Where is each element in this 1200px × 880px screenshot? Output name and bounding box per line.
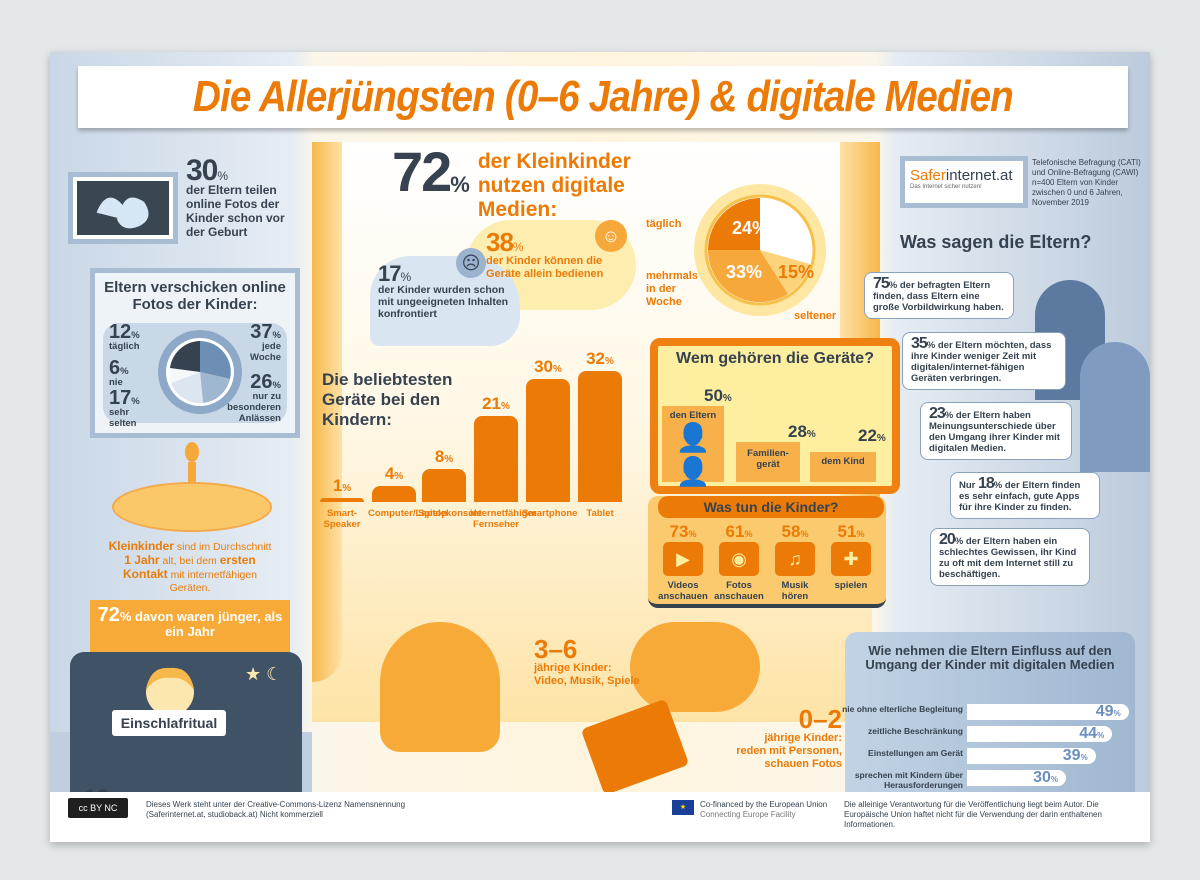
device-bar-label: internetfähiger Fernseher bbox=[470, 508, 537, 530]
device-bar-value: 21% bbox=[482, 393, 510, 413]
device-bar-value: 1% bbox=[332, 475, 352, 495]
activity-icon: ▶ bbox=[663, 542, 703, 576]
happy-face-icon: ☺ bbox=[595, 220, 627, 252]
owner-family-bar: Familien-gerät bbox=[736, 442, 800, 482]
fetus-icon bbox=[96, 197, 149, 229]
usage-weekly-label: mehrmals in der Woche bbox=[646, 270, 698, 308]
influence-row: sprechen mit Kindern über Herausforderun… bbox=[845, 770, 1135, 790]
boy-illustration bbox=[630, 622, 760, 712]
device-bar bbox=[474, 415, 518, 502]
page-title: Die Allerjüngsten (0–6 Jahre) & digitale… bbox=[192, 72, 1014, 121]
photo-sharing-panel: Eltern verschicken online Fotos der Kind… bbox=[90, 268, 300, 438]
first-contact-text: Kleinkinder sind im Durchschnitt 1 Jahr … bbox=[108, 539, 272, 595]
independent-use-stat: 38% der Kinder können die Geräte allein … bbox=[486, 227, 604, 280]
pie-weekly-value: 33% bbox=[726, 262, 762, 282]
device-bar bbox=[422, 469, 466, 502]
age-3-6-text: 3–6 jährige Kinder: Video, Musik, Spiele bbox=[534, 634, 640, 687]
pie-daily-value: 24% bbox=[732, 218, 768, 238]
photo-sharing-pie bbox=[158, 330, 242, 414]
infographic-poster: Die Allerjüngsten (0–6 Jahre) & digitale… bbox=[50, 52, 1150, 842]
device-bar-value: 32% bbox=[586, 348, 614, 368]
birthday-cake bbox=[102, 442, 282, 642]
activity-item: 51% ✚ spielen bbox=[824, 522, 878, 591]
prebirth-stat: 30% der Eltern teilen online Fotos der K… bbox=[186, 154, 285, 240]
activities-title: Was tun die Kinder? bbox=[658, 496, 884, 518]
owner-child-value: 22% bbox=[858, 426, 886, 445]
devices-chart-title: Die beliebtesten Geräte bei den Kindern: bbox=[322, 370, 453, 429]
inappropriate-content-stat: 17% der Kinder wurden schon mit ungeeign… bbox=[378, 261, 509, 321]
survey-method: Telefonische Befragung (CATI) und Online… bbox=[1032, 158, 1141, 207]
device-bar-label: Spielekonsole bbox=[418, 508, 482, 519]
influence-bar: 39% bbox=[967, 748, 1096, 764]
influence-bar: 30% bbox=[967, 770, 1066, 786]
parent-quote-bubble: 35% der Eltern möchten, dass ihre Kinder… bbox=[902, 332, 1066, 390]
photo-sharing-title: Eltern verschicken online Fotos der Kind… bbox=[104, 279, 286, 313]
influence-row: Einstellungen am Gerät 39% bbox=[845, 748, 1135, 766]
influence-bar: 49% bbox=[967, 704, 1129, 720]
owner-family-value: 28% bbox=[788, 422, 816, 441]
candle-icon bbox=[185, 442, 199, 490]
device-bar-label: Smart-Speaker bbox=[323, 508, 361, 530]
usage-daily-label: täglich bbox=[646, 218, 682, 230]
younger-than-one-stat: 72% davon waren jünger, als ein Jahr bbox=[90, 600, 290, 660]
photos-rarely-label: 17% sehr selten bbox=[109, 387, 140, 429]
owner-parents-bar: den Eltern 👤👤 bbox=[662, 406, 724, 487]
parent-quote-bubble: 23% der Eltern haben Meinungsunterschied… bbox=[920, 402, 1072, 460]
bedtime-ritual-sign: Einschlafritual bbox=[112, 710, 226, 736]
influence-row: zeitliche Beschränkung 44% bbox=[845, 726, 1135, 744]
device-bar-label: Smartphone bbox=[522, 508, 578, 519]
device-bar-value: 30% bbox=[534, 357, 562, 376]
device-bar-label: Computer/Laptop bbox=[368, 508, 448, 519]
camera-shape: 12% täglich 6% nie 17% sehr selten 37% jede … bbox=[103, 321, 287, 429]
curtain-left bbox=[312, 142, 342, 682]
parent-quote-bubble: 20% der Eltern haben ein schlechtes Gewi… bbox=[930, 528, 1090, 586]
activity-icon: ✚ bbox=[831, 542, 871, 576]
moon-stars-icon: ★ ☾ bbox=[245, 664, 283, 684]
saferinternet-logo: Saferinternet.at Das Internet sicher nut… bbox=[900, 156, 1028, 208]
activity-item: 58% ♫ Musik hören bbox=[768, 522, 822, 602]
eu-cofinance: Co-financed by the European Union Connect… bbox=[700, 800, 828, 819]
footer: cc BY NC Dieses Werk steht unter der Cre… bbox=[50, 792, 1150, 842]
parent-quote-bubble: 75% der befragten Eltern finden, dass El… bbox=[864, 272, 1014, 319]
cloud-blue bbox=[370, 256, 520, 346]
ownership-panel: Wem gehören die Geräte? 50% den Eltern 👤👤… bbox=[650, 338, 900, 494]
device-bar bbox=[578, 370, 622, 502]
influence-bar: 44% bbox=[967, 726, 1113, 742]
girl-illustration bbox=[380, 622, 500, 752]
usage-rare-label: seltener bbox=[794, 310, 837, 322]
device-bar-label: Tablet bbox=[586, 508, 614, 519]
sad-face-icon: ☹ bbox=[456, 248, 486, 278]
photos-weekly-label: 37% jede Woche bbox=[250, 321, 281, 363]
device-bar-value: 8% bbox=[434, 447, 454, 467]
photos-daily-label: 12% täglich bbox=[109, 321, 140, 352]
license-text: Dieses Werk steht unter der Creative-Com… bbox=[146, 800, 406, 819]
eu-flag-icon: ★ bbox=[672, 800, 694, 815]
age-0-2-text: 0–2 jährige Kinder: reden mit Personen, s… bbox=[736, 704, 842, 770]
ultrasound-frame bbox=[68, 172, 178, 244]
parents-title: Was sagen die Eltern? bbox=[900, 232, 1092, 252]
owner-parents-value: 50% bbox=[704, 386, 732, 405]
activity-icon: ◉ bbox=[719, 542, 759, 576]
headline-stat: 72% der Kleinkinder nutzen digitale Medi… bbox=[392, 140, 631, 222]
device-bar bbox=[526, 379, 570, 502]
owner-child-bar: dem Kind bbox=[810, 452, 876, 482]
influence-row: nie ohne elterliche Begleitung 49% bbox=[842, 704, 1135, 722]
photos-never-label: 6% nie bbox=[109, 357, 129, 388]
activity-icon: ♫ bbox=[775, 542, 815, 576]
parent-quote-bubble: Nur 18% der Eltern finden es sehr einfac… bbox=[950, 472, 1100, 519]
eu-disclaimer: Die alleinige Verantwortung für die Verö… bbox=[844, 800, 1102, 829]
creative-commons-badge: cc BY NC bbox=[68, 798, 128, 818]
device-bar bbox=[372, 485, 416, 502]
activity-item: 61% ◉ Fotos anschauen bbox=[714, 522, 764, 602]
activity-item: 73% ▶ Videos anschauen bbox=[658, 522, 708, 602]
title-banner: Die Allerjüngsten (0–6 Jahre) & digitale… bbox=[78, 66, 1128, 128]
father-illustration bbox=[1080, 342, 1150, 472]
usage-frequency-sun-pie: 24% 33% 15% bbox=[694, 184, 826, 316]
pie-rare-value: 15% bbox=[778, 262, 814, 282]
photos-special-label: 26% nur zu besonderen Anlässen bbox=[227, 371, 281, 424]
device-bar bbox=[320, 497, 364, 502]
device-bar-value: 4% bbox=[384, 463, 404, 483]
sleeping-child-icon bbox=[146, 667, 194, 712]
